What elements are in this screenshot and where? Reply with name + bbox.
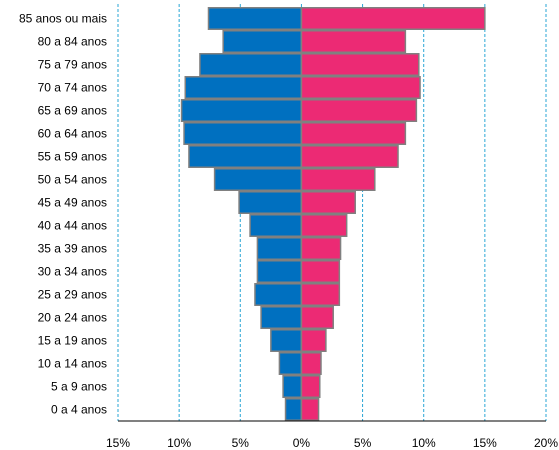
bar-right-6: [300, 145, 399, 168]
bar-left-2: [199, 53, 303, 76]
bar-left-3: [184, 76, 303, 99]
category-label-2: 75 a 79 anos: [38, 58, 107, 72]
category-label-5: 60 a 64 anos: [38, 127, 107, 141]
category-label-8: 45 a 49 anos: [38, 196, 107, 210]
category-label-3: 70 a 74 anos: [38, 81, 107, 95]
category-label-6: 55 a 59 anos: [38, 150, 107, 164]
bar-right-7: [300, 168, 376, 191]
bar-left-9: [249, 214, 303, 237]
category-label-7: 50 a 54 anos: [38, 173, 107, 187]
category-label-17: 0 a 4 anos: [51, 403, 107, 417]
bar-right-9: [300, 214, 348, 237]
bar-left-8: [238, 191, 303, 214]
bar-right-2: [300, 53, 420, 76]
category-label-13: 20 a 24 anos: [38, 311, 107, 325]
bar-left-10: [256, 237, 303, 260]
category-label-9: 40 a 44 anos: [38, 219, 107, 233]
x-tick-label-4: 5%: [354, 436, 372, 450]
x-tick-label-5: 10%: [412, 436, 436, 450]
bar-left-13: [260, 306, 303, 329]
bar-left-14: [270, 329, 303, 352]
bar-right-0: [300, 7, 486, 30]
x-tick-label-3: 0%: [293, 436, 311, 450]
bar-left-17: [284, 398, 303, 421]
bar-right-17: [300, 398, 320, 421]
bar-left-1: [222, 30, 303, 53]
category-label-4: 65 a 69 anos: [38, 104, 107, 118]
bar-right-5: [300, 122, 407, 145]
x-tick-label-6: 15%: [473, 436, 497, 450]
x-tick-label-7: 20%: [534, 436, 558, 450]
bar-left-0: [207, 7, 303, 30]
bar-left-5: [183, 122, 303, 145]
x-tick-label-0: 15%: [106, 436, 130, 450]
bar-left-7: [213, 168, 303, 191]
bar-left-15: [278, 352, 303, 375]
bar-right-3: [300, 76, 421, 99]
category-label-15: 10 a 14 anos: [38, 357, 107, 371]
x-tick-label-1: 10%: [167, 436, 191, 450]
bar-right-13: [300, 306, 334, 329]
x-tick-label-2: 5%: [232, 436, 250, 450]
category-label-1: 80 a 84 anos: [38, 35, 107, 49]
category-label-11: 30 a 34 anos: [38, 265, 107, 279]
bar-right-8: [300, 191, 356, 214]
bar-right-11: [300, 260, 341, 283]
bar-left-11: [256, 260, 303, 283]
category-label-14: 15 a 19 anos: [38, 334, 107, 348]
category-label-16: 5 a 9 anos: [51, 380, 107, 394]
category-label-10: 35 a 39 anos: [38, 242, 107, 256]
bar-right-12: [300, 283, 341, 306]
bar-right-4: [300, 99, 418, 122]
bar-right-1: [300, 30, 407, 53]
bar-right-16: [300, 375, 321, 398]
category-label-0: 85 anos ou mais: [19, 12, 107, 26]
bar-left-4: [180, 99, 303, 122]
category-label-12: 25 a 29 anos: [38, 288, 107, 302]
bar-right-10: [300, 237, 342, 260]
bar-left-12: [254, 283, 303, 306]
bar-right-15: [300, 352, 322, 375]
bar-left-6: [188, 145, 303, 168]
bar-right-14: [300, 329, 327, 352]
bar-left-16: [282, 375, 303, 398]
